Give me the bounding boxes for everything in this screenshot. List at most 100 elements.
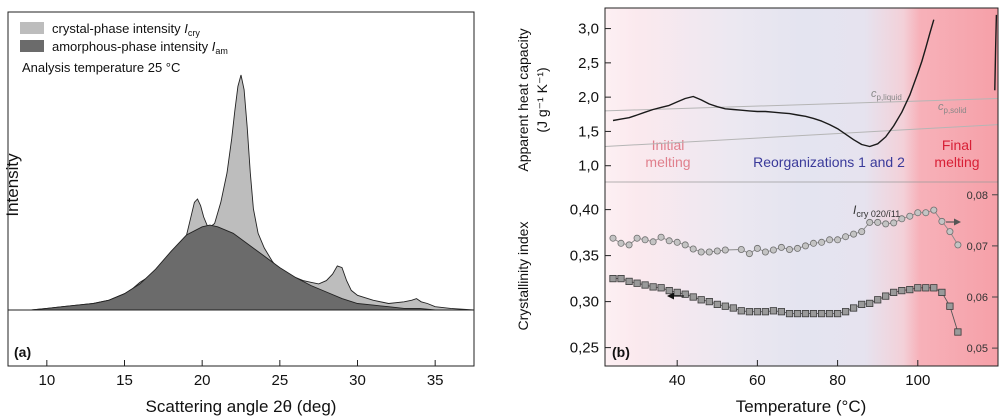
legend-swatch-crystal <box>20 22 44 34</box>
panel-b-plot <box>605 14 998 336</box>
square-point <box>625 277 633 286</box>
crystallinity-y-tick-label: 0,30 <box>570 294 599 311</box>
square-point <box>633 279 641 287</box>
circle-point <box>657 233 665 241</box>
circle-point <box>665 237 673 245</box>
legend-swatch-amorphous <box>20 40 44 52</box>
legend-label-crystal: crystal-phase intensity Icry <box>52 21 200 38</box>
circle-point <box>721 246 729 254</box>
circle-point <box>633 234 641 242</box>
circle-point <box>681 241 689 249</box>
circle-point <box>818 238 826 246</box>
circle-point <box>617 239 625 247</box>
region-label-final-melting-line2: melting <box>934 154 979 170</box>
circle-point <box>697 248 705 256</box>
square-point <box>874 296 882 304</box>
panel-a-areas <box>8 74 474 311</box>
panel-a-label: (a) <box>14 344 31 360</box>
right-y-tick-label: 0,07 <box>967 241 988 253</box>
square-point <box>729 304 737 312</box>
cp-liquid-line <box>605 98 998 112</box>
crystallinity-y-tick-label: 0,40 <box>570 202 599 219</box>
heat-capacity-y-tick-label: 3,0 <box>578 21 599 38</box>
panel-b-label: (b) <box>612 344 630 360</box>
square-point <box>649 283 657 291</box>
square-point <box>761 308 770 316</box>
legend-label-amorphous: amorphous-phase intensity Iam <box>52 39 228 56</box>
square-point <box>793 309 802 318</box>
circle-point <box>777 243 785 251</box>
panel-b: Initial melting Reorganizations 1 and 2 … <box>515 7 999 416</box>
panel-a-legend: crystal-phase intensity Icry amorphous-p… <box>20 21 228 75</box>
crystallinity-y-tick-label: 0,35 <box>570 248 599 265</box>
square-point <box>801 309 810 318</box>
square-point <box>769 307 778 315</box>
square-point <box>906 285 914 294</box>
circle-point <box>842 233 850 241</box>
panel-b-background <box>605 8 998 366</box>
circle-point <box>705 248 713 256</box>
panel-b-x-axis-label: Temperature (°C) <box>736 397 867 416</box>
panel-a-frame <box>7 11 475 367</box>
circle-point <box>914 209 922 217</box>
square-point <box>866 299 874 308</box>
region-label-final-melting-line1: Final <box>942 137 972 153</box>
circle-point <box>769 246 777 254</box>
square-point <box>938 288 946 297</box>
crystallinity-y-tick-label: 0,25 <box>570 340 599 357</box>
x-tick-label: 60 <box>749 372 766 389</box>
square-point <box>890 288 898 297</box>
circle-point <box>673 238 681 246</box>
circle-point <box>745 250 753 258</box>
circle-point <box>609 234 617 242</box>
circle-point <box>938 217 946 225</box>
panel-a-y-axis-label: Intensity <box>3 153 22 217</box>
cp-liquid-label: cp,liquid <box>871 88 902 102</box>
square-point <box>673 288 681 297</box>
heat-capacity-y-tick-label: 1,0 <box>578 158 599 175</box>
crystallinity-series-label: Icry 020/ī11 <box>853 203 900 219</box>
analysis-temperature-note: Analysis temperature 25 °C <box>22 60 180 75</box>
x-tick-label: 10 <box>38 372 55 389</box>
panel-b-frame <box>604 7 999 367</box>
square-point <box>657 284 665 292</box>
circle-point <box>753 244 761 252</box>
circle-point <box>898 215 906 223</box>
x-tick-label: 30 <box>349 372 366 389</box>
circle-point <box>906 212 914 220</box>
x-tick-label: 15 <box>116 372 133 389</box>
circle-point <box>954 241 962 249</box>
square-point <box>641 281 649 289</box>
x-tick-label: 100 <box>905 372 930 389</box>
circle-point <box>786 245 794 253</box>
circle-point <box>858 228 866 236</box>
square-point <box>681 290 689 298</box>
circle-point <box>713 247 721 255</box>
circle-point <box>737 245 745 253</box>
heat-capacity-curve <box>612 19 935 148</box>
cp-solid-line <box>605 124 998 147</box>
circle-point <box>866 218 874 226</box>
square-point <box>954 328 962 336</box>
square-point <box>745 308 754 316</box>
square-point <box>665 286 673 295</box>
heat-capacity-y-label-line2: (J g⁻¹ K⁻¹) <box>534 67 550 132</box>
square-point <box>922 284 930 292</box>
arrow-right-axis <box>946 218 961 226</box>
circle-point <box>761 248 769 256</box>
right-y-tick-label: 0,08 <box>967 190 988 202</box>
circle-point <box>834 236 842 244</box>
heat-capacity-y-tick-label: 1,5 <box>578 123 599 140</box>
panel-b-ticks: 40 60 80 100 1,0 1,5 2,0 2,5 3,0 0,25 0,30 0,35 0,40… <box>570 21 998 389</box>
cp-solid-label: cp,solid <box>938 101 967 115</box>
square-point <box>882 292 890 300</box>
square-point <box>721 302 729 310</box>
arrow-left-axis <box>667 292 684 300</box>
circle-point <box>649 238 657 246</box>
heat-capacity-y-tick-label: 2,5 <box>578 55 599 72</box>
circle-point <box>850 230 858 238</box>
circle-point <box>874 218 882 226</box>
circle-point <box>641 236 649 244</box>
circle-point <box>802 242 810 250</box>
